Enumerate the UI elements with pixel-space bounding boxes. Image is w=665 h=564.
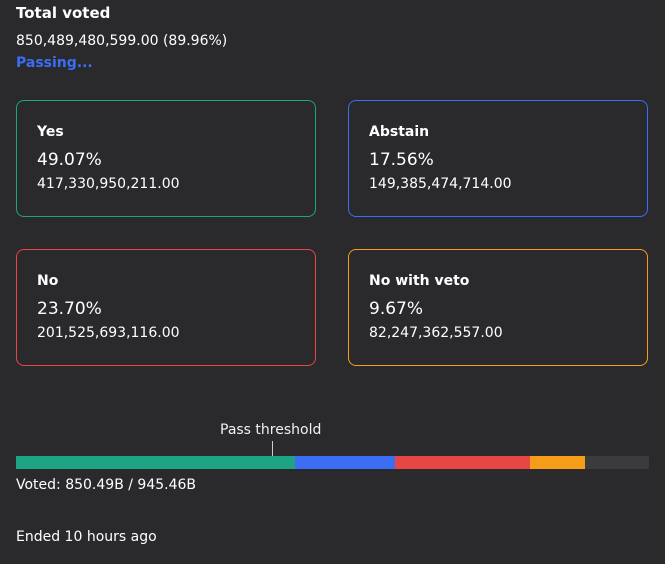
voted-amount: Voted: 850.49B / 945.46B [16,477,197,493]
vote-card-label: Abstain [369,124,430,140]
vote-card-label: Yes [37,124,64,140]
vote-card-no-with-veto: No with veto 9.67% 82,247,362,557.00 [348,249,648,366]
vote-card-percent: 23.70% [37,299,102,319]
vote-card-percent: 49.07% [37,150,102,170]
vote-card-yes: Yes 49.07% 417,330,950,211.00 [16,100,316,217]
vote-bar-segment-abstain [295,456,396,469]
vote-card-percent: 17.56% [369,150,434,170]
vote-card-label: No [37,273,59,289]
vote-card-amount: 201,525,693,116.00 [37,325,180,341]
vote-card-abstain: Abstain 17.56% 149,385,474,714.00 [348,100,648,217]
vote-bar-segment-no [395,456,531,469]
ended-time: Ended 10 hours ago [16,529,157,545]
vote-card-label: No with veto [369,273,470,289]
vote-card-amount: 82,247,362,557.00 [369,325,503,341]
total-voted-value: 850,489,480,599.00 (89.96%) [16,33,228,49]
total-voted-title: Total voted [16,4,111,22]
vote-status: Passing... [16,55,93,71]
pass-threshold-marker [272,441,273,456]
vote-progress-bar [16,456,649,469]
vote-card-amount: 417,330,950,211.00 [37,176,180,192]
vote-card-percent: 9.67% [369,299,424,319]
vote-card-amount: 149,385,474,714.00 [369,176,512,192]
vote-bar-segment-veto [530,456,586,469]
vote-card-no: No 23.70% 201,525,693,116.00 [16,249,316,366]
vote-bar-segment-yes [16,456,296,469]
pass-threshold-label: Pass threshold [220,422,322,438]
